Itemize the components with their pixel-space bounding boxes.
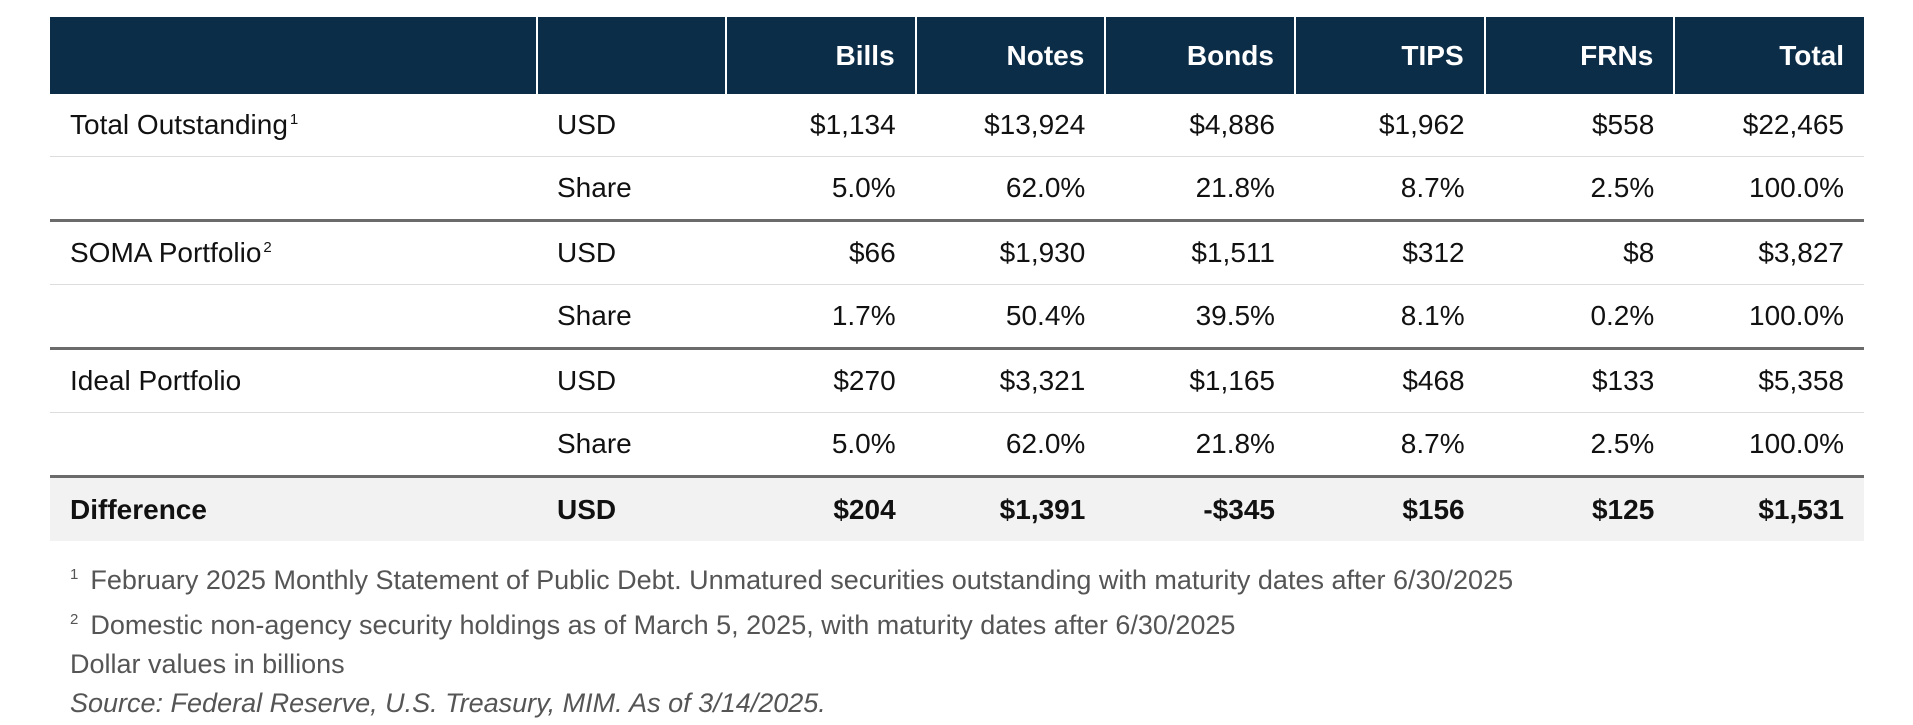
value-cell: $66 bbox=[726, 220, 916, 285]
value-cell: $8 bbox=[1484, 220, 1675, 285]
table-row: Total Outstanding 1 USD $1,134 $13,924 $4,886… bbox=[50, 94, 1864, 157]
column-header: Notes bbox=[914, 17, 1106, 94]
row-label-cell: Ideal Portfolio bbox=[50, 348, 537, 413]
value-cell: 100.0% bbox=[1674, 284, 1864, 350]
row-label-cell: Difference bbox=[50, 476, 537, 541]
header-blank bbox=[536, 17, 726, 94]
row-label: Difference bbox=[70, 493, 207, 525]
table-row: SOMA Portfolio 2 USD $66 $1,930 $1,511 $312 $8 $… bbox=[50, 220, 1864, 285]
row-label: Ideal Portfolio bbox=[70, 365, 242, 396]
unit-cell: USD bbox=[537, 94, 726, 157]
footnote-ref: 1 bbox=[289, 111, 299, 128]
footnote-ref: 2 bbox=[263, 239, 272, 256]
row-label-cell bbox=[50, 156, 537, 222]
value-cell: 50.4% bbox=[915, 284, 1106, 350]
value-cell: $204 bbox=[726, 476, 916, 541]
value-cell: 39.5% bbox=[1105, 284, 1295, 350]
column-header: Bonds bbox=[1104, 17, 1295, 94]
value-cell: 21.8% bbox=[1105, 412, 1295, 478]
column-header: Bills bbox=[725, 17, 916, 94]
value-cell: $3,321 bbox=[915, 348, 1106, 413]
value-cell: 2.5% bbox=[1484, 156, 1675, 222]
row-label-cell: SOMA Portfolio 2 bbox=[50, 220, 537, 285]
value-cell: $4,886 bbox=[1105, 94, 1295, 157]
value-cell: 8.7% bbox=[1294, 412, 1485, 478]
unit-cell: USD bbox=[537, 220, 726, 285]
header-row: Bills Notes Bonds TIPS FRNs Total bbox=[50, 17, 1864, 94]
table-body: Total Outstanding 1 USD $1,134 $13,924 $4,886… bbox=[50, 94, 1864, 541]
value-cell: $270 bbox=[726, 348, 916, 413]
value-cell: $1,391 bbox=[915, 476, 1106, 541]
column-header: Total bbox=[1673, 17, 1864, 94]
value-cell: $133 bbox=[1484, 348, 1675, 413]
value-cell: $5,358 bbox=[1674, 348, 1864, 413]
column-header: TIPS bbox=[1293, 17, 1485, 94]
row-label: SOMA Portfolio bbox=[70, 237, 262, 268]
footnote-text: Domestic non-agency security holdings as… bbox=[90, 610, 1236, 640]
value-cell: $1,134 bbox=[726, 94, 916, 157]
footnote-marker: 1 bbox=[70, 566, 79, 583]
note: Dollar values in billions bbox=[70, 649, 345, 679]
value-cell: 8.1% bbox=[1294, 284, 1485, 350]
value-cell: 62.0% bbox=[915, 412, 1106, 478]
table-row: Difference USD $204 $1,391 -$345 $156 $125 $1,5… bbox=[50, 476, 1864, 541]
value-cell: 100.0% bbox=[1674, 412, 1864, 478]
table-row: Share 5.0% 62.0% 21.8% 8.7% 2.5% 100.0% bbox=[50, 412, 1864, 478]
value-cell: $22,465 bbox=[1674, 94, 1864, 157]
value-cell: $558 bbox=[1484, 94, 1675, 157]
unit-cell: Share bbox=[537, 412, 726, 478]
value-cell: 5.0% bbox=[726, 412, 916, 478]
header-blank bbox=[50, 17, 537, 94]
value-cell: 21.8% bbox=[1105, 156, 1295, 222]
table-row: Share 1.7% 50.4% 39.5% 8.1% 0.2% 100.0% bbox=[50, 284, 1864, 350]
value-cell: $1,531 bbox=[1674, 476, 1864, 541]
source: Source: Federal Reserve, U.S. Treasury, … bbox=[70, 688, 826, 718]
footnote: 1 February 2025 Monthly Statement of Publ… bbox=[70, 555, 1513, 600]
unit-cell: USD bbox=[537, 476, 726, 541]
value-cell: $1,930 bbox=[915, 220, 1106, 285]
value-cell: 5.0% bbox=[726, 156, 916, 222]
value-cell: 0.2% bbox=[1484, 284, 1675, 350]
footnote-text: February 2025 Monthly Statement of Publi… bbox=[90, 565, 1514, 595]
value-cell: 8.7% bbox=[1294, 156, 1485, 222]
value-cell: 2.5% bbox=[1484, 412, 1675, 478]
footnote: 2 Domestic non-agency security holdings a… bbox=[70, 600, 1513, 645]
unit-cell: USD bbox=[537, 348, 726, 413]
value-cell: $13,924 bbox=[915, 94, 1106, 157]
value-cell: $1,962 bbox=[1294, 94, 1485, 157]
value-cell: $156 bbox=[1294, 476, 1485, 541]
value-cell: 1.7% bbox=[726, 284, 916, 350]
footnote-marker: 2 bbox=[70, 611, 79, 628]
value-cell: $1,511 bbox=[1105, 220, 1295, 285]
value-cell: $125 bbox=[1484, 476, 1675, 541]
unit-cell: Share bbox=[537, 284, 726, 350]
notes: 1 February 2025 Monthly Statement of Publ… bbox=[70, 555, 1513, 723]
value-cell: -$345 bbox=[1105, 476, 1295, 541]
row-label: Total Outstanding bbox=[70, 109, 288, 140]
unit-cell: Share bbox=[537, 156, 726, 222]
value-cell: $1,165 bbox=[1105, 348, 1295, 413]
value-cell: $468 bbox=[1294, 348, 1485, 413]
column-header: FRNs bbox=[1483, 17, 1675, 94]
value-cell: 62.0% bbox=[915, 156, 1106, 222]
value-cell: 100.0% bbox=[1674, 156, 1864, 222]
table-row: Ideal Portfolio USD $270 $3,321 $1,165 $468 $1… bbox=[50, 348, 1864, 413]
table-row: Share 5.0% 62.0% 21.8% 8.7% 2.5% 100.0% bbox=[50, 156, 1864, 222]
row-label-cell: Total Outstanding 1 bbox=[50, 94, 537, 157]
row-label-cell bbox=[50, 412, 537, 478]
data-table: Bills Notes Bonds TIPS FRNs Total Total Outst… bbox=[50, 17, 1864, 541]
value-cell: $312 bbox=[1294, 220, 1485, 285]
value-cell: $3,827 bbox=[1674, 220, 1864, 285]
row-label-cell bbox=[50, 284, 537, 350]
